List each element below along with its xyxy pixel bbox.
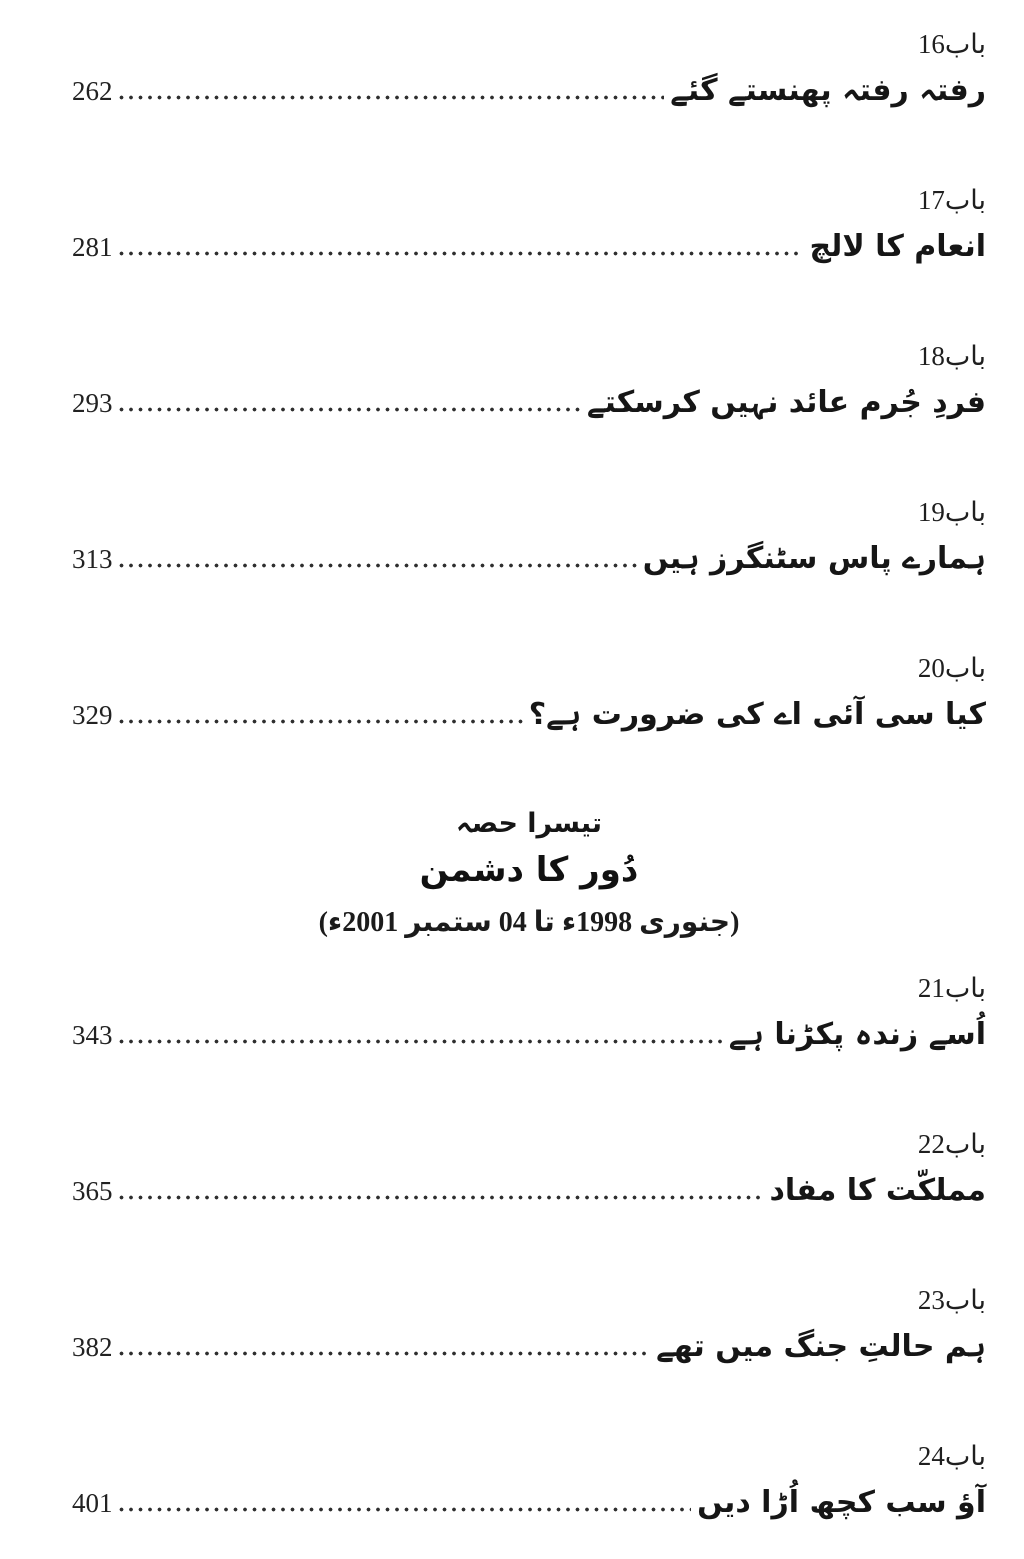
chapter-title: رفتہ رفتہ پھنستے گئے [670, 73, 986, 108]
page-number: 313 [72, 544, 113, 574]
chapter-number: باب24 [917, 1441, 986, 1471]
dot-leader [118, 95, 665, 100]
dot-leader [118, 1507, 692, 1512]
toc-entry-row: 401 آؤ سب کچھ اُڑا دیں [72, 1480, 986, 1526]
page-number: 382 [72, 1332, 113, 1362]
part-divider: تیسرا حصہ دُور کا دشمن (جنوری 1998ء تا 0… [72, 806, 986, 944]
page-number: 281 [72, 232, 113, 262]
toc-entry: باب24 401 آؤ سب کچھ اُڑا دیں [72, 1438, 986, 1526]
toc-entry: باب20 329 کیا سی آئی اے کی ضرورت ہے؟ [72, 650, 986, 738]
chapter-number: باب21 [917, 973, 986, 1003]
chapter-title: کیا سی آئی اے کی ضرورت ہے؟ [528, 697, 986, 732]
chapter-number: باب18 [917, 341, 986, 371]
page-number: 329 [72, 700, 113, 730]
toc-entry: باب18 293 فردِ جُرم عائد نہیں کرسکتے [72, 338, 986, 426]
dot-leader [118, 563, 637, 568]
chapter-title: انعام کا لالچ [809, 229, 986, 264]
part-label: تیسرا حصہ [456, 808, 602, 839]
page-number: 401 [72, 1488, 113, 1518]
toc-entry-row: 262 رفتہ رفتہ پھنستے گئے [72, 68, 986, 114]
chapter-number: باب20 [917, 653, 986, 683]
toc-entry-row: 281 انعام کا لالچ [72, 224, 986, 270]
page-number: 293 [72, 388, 113, 418]
dot-leader [118, 1195, 764, 1200]
dot-leader [118, 407, 581, 412]
part-title: دُور کا دشمن [419, 850, 639, 890]
chapter-number: باب19 [917, 497, 986, 527]
chapter-title: ہمارے پاس سٹنگرز ہیں [642, 541, 986, 576]
chapter-title: آؤ سب کچھ اُڑا دیں [697, 1485, 986, 1520]
part-date-range: (جنوری 1998ء تا 04 ستمبر 2001ء) [318, 907, 740, 938]
toc-entry-row: 365 مملکّت کا مفاد [72, 1168, 986, 1214]
toc-entry: باب22 365 مملکّت کا مفاد [72, 1126, 986, 1214]
page-number: 262 [72, 76, 113, 106]
chapter-title: مملکّت کا مفاد [769, 1173, 986, 1208]
toc-entry: باب16 262 رفتہ رفتہ پھنستے گئے [72, 26, 986, 114]
dot-leader [118, 719, 523, 724]
chapter-number: باب17 [917, 185, 986, 215]
chapter-title: اُسے زندہ پکڑنا ہے [728, 1017, 986, 1052]
page-number: 365 [72, 1176, 113, 1206]
toc-entry-row: 313 ہمارے پاس سٹنگرز ہیں [72, 536, 986, 582]
dot-leader [118, 1351, 651, 1356]
toc-entry-row: 343 اُسے زندہ پکڑنا ہے [72, 1012, 986, 1058]
toc-entry: باب19 313 ہمارے پاس سٹنگرز ہیں [72, 494, 986, 582]
toc-entry-row: 293 فردِ جُرم عائد نہیں کرسکتے [72, 380, 986, 426]
toc-entry: باب21 343 اُسے زندہ پکڑنا ہے [72, 970, 986, 1058]
toc-entry: باب23 382 ہم حالتِ جنگ میں تھے [72, 1282, 986, 1370]
chapter-title: ہم حالتِ جنگ میں تھے [656, 1329, 986, 1364]
toc-entry-row: 329 کیا سی آئی اے کی ضرورت ہے؟ [72, 692, 986, 738]
toc-entry-row: 382 ہم حالتِ جنگ میں تھے [72, 1324, 986, 1370]
dot-leader [118, 251, 804, 256]
chapter-title: فردِ جُرم عائد نہیں کرسکتے [586, 385, 986, 420]
page-number: 343 [72, 1020, 113, 1050]
chapter-number: باب16 [917, 29, 986, 59]
toc-entry: باب17 281 انعام کا لالچ [72, 182, 986, 270]
chapter-number: باب23 [917, 1285, 986, 1315]
chapter-number: باب22 [917, 1129, 986, 1159]
dot-leader [118, 1039, 723, 1044]
